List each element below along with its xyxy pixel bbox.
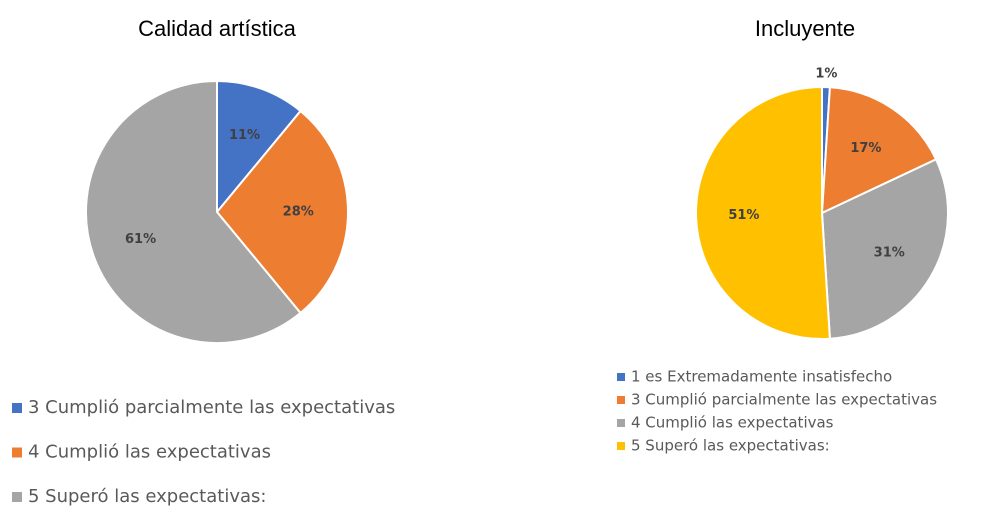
data-label: 17%: [850, 141, 881, 156]
legend-swatch: [12, 447, 22, 458]
data-label: 28%: [283, 205, 314, 220]
pie-slice: [820, 158, 949, 340]
legend-entry: 5 Superó las expectativas:: [28, 486, 266, 507]
legend-entry: 3 Cumplió parcialmente las expectativas: [28, 397, 395, 418]
pie-slice: [695, 85, 831, 340]
pie-slice: [820, 86, 938, 215]
legend-swatch: [617, 373, 625, 381]
legend-entry: 5 Superó las expectativas:: [631, 437, 830, 455]
legend-swatch: [12, 403, 22, 413]
pie-slice: [215, 109, 349, 315]
legend-entry: 1 es Extremadamente insatisfecho: [631, 368, 892, 386]
data-label: 1%: [815, 67, 837, 82]
legend-swatch: [617, 396, 625, 404]
legend-entry: 4 Cumplió las expectativas: [28, 442, 271, 463]
data-label: 51%: [728, 208, 759, 223]
data-label: 11%: [229, 128, 260, 143]
chart-title: Calidad artística: [138, 16, 297, 41]
chart-title: Incluyente: [755, 16, 855, 41]
legend-swatch: [12, 492, 22, 502]
legend-swatch: [617, 442, 625, 450]
data-label: 61%: [125, 232, 156, 247]
legend-swatch: [617, 419, 625, 427]
pie-slice: [85, 79, 302, 344]
legend-entry: 3 Cumplió parcialmente las expectativas: [631, 391, 937, 409]
data-label: 31%: [874, 245, 905, 260]
legend-entry: 4 Cumplió las expectativas: [631, 414, 834, 432]
pie-slice: [216, 79, 302, 215]
